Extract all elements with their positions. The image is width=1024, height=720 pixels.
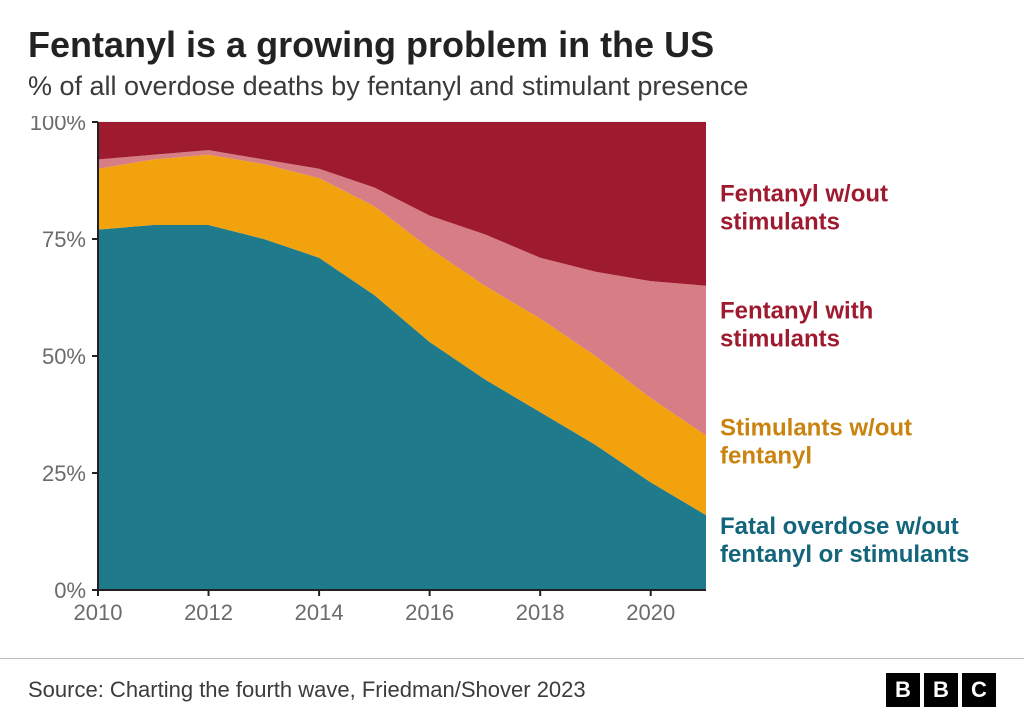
stacked-area-chart: 0%25%50%75%100%201020122014201620182020F…: [28, 116, 996, 636]
svg-text:25%: 25%: [42, 461, 86, 486]
svg-text:fentanyl or stimulants: fentanyl or stimulants: [720, 541, 969, 568]
svg-text:2014: 2014: [295, 600, 344, 625]
source-text: Source: Charting the fourth wave, Friedm…: [28, 677, 586, 703]
svg-text:50%: 50%: [42, 344, 86, 369]
svg-text:2018: 2018: [516, 600, 565, 625]
chart-plot-area: 0%25%50%75%100%201020122014201620182020F…: [28, 116, 996, 636]
footer: Source: Charting the fourth wave, Friedm…: [0, 658, 1024, 720]
svg-text:2016: 2016: [405, 600, 454, 625]
svg-text:stimulants: stimulants: [720, 209, 840, 236]
svg-text:Fentanyl w/out: Fentanyl w/out: [720, 181, 888, 208]
svg-text:2012: 2012: [184, 600, 233, 625]
svg-text:Stimulants w/out: Stimulants w/out: [720, 415, 912, 442]
svg-text:100%: 100%: [30, 116, 86, 135]
svg-text:stimulants: stimulants: [720, 326, 840, 353]
bbc-logo-block: B: [886, 673, 920, 707]
chart-subtitle: % of all overdose deaths by fentanyl and…: [28, 71, 996, 102]
svg-text:fentanyl: fentanyl: [720, 443, 812, 470]
svg-text:2020: 2020: [626, 600, 675, 625]
chart-container: Fentanyl is a growing problem in the US …: [0, 0, 1024, 720]
svg-text:Fatal overdose w/out: Fatal overdose w/out: [720, 513, 959, 540]
svg-text:75%: 75%: [42, 227, 86, 252]
bbc-logo-block: B: [924, 673, 958, 707]
bbc-logo-block: C: [962, 673, 996, 707]
chart-title: Fentanyl is a growing problem in the US: [28, 24, 996, 65]
svg-text:2010: 2010: [74, 600, 123, 625]
svg-text:Fentanyl with: Fentanyl with: [720, 298, 873, 325]
bbc-logo: B B C: [886, 673, 996, 707]
